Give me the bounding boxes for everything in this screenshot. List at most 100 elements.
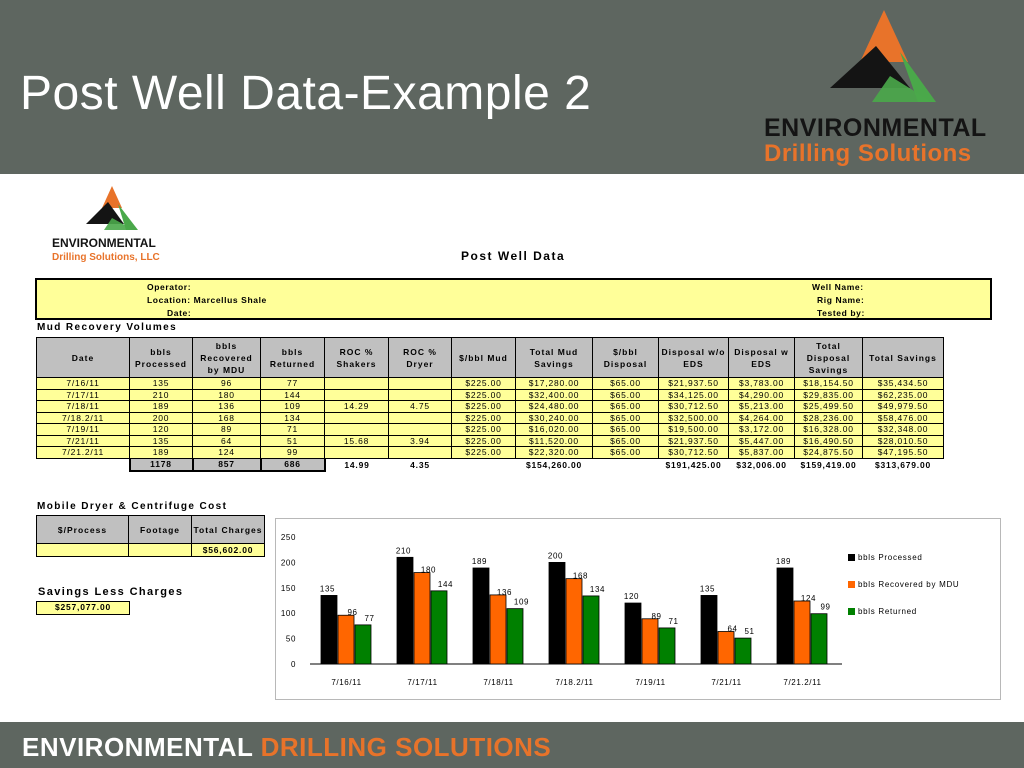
legend-label: bbls Returned [858, 607, 917, 616]
col-header: Disposal w/o EDS [658, 337, 729, 378]
bar-bbls-returned [810, 613, 828, 665]
data-label: 135 [700, 584, 715, 593]
table-cell [324, 377, 389, 390]
table-cell: $34,125.00 [658, 388, 729, 401]
table-cell: $25,499.50 [794, 400, 863, 413]
table-cell: $65.00 [592, 388, 659, 401]
table-cell [388, 377, 452, 390]
x-tick-label: 7/17/11 [407, 678, 437, 687]
table-cell: 180 [192, 388, 261, 401]
bar-bbls-returned [734, 637, 752, 665]
data-label: 144 [438, 580, 453, 589]
table-cell: $4,290.00 [728, 388, 795, 401]
table-cell: $225.00 [451, 400, 516, 413]
mud-recovery-section-title: Mud Recovery Volumes [37, 322, 178, 333]
table-cell: $35,434.50 [862, 377, 944, 390]
table-cell: $29,835.00 [794, 388, 863, 401]
table-cell: 4.75 [388, 400, 452, 413]
data-label: 134 [590, 585, 605, 594]
date-label: Date: [167, 308, 192, 318]
table-cell: $3,172.00 [728, 423, 795, 436]
slide-footer: ENVIRONMENTAL DRILLING SOLUTIONS [0, 722, 1024, 768]
data-label: 136 [497, 588, 512, 597]
total-cell [592, 458, 659, 471]
table-cell: $225.00 [451, 411, 516, 424]
totals-row: 1178 857 686 14.99 4.35 $154,260.00 $191,425.0… [36, 457, 944, 472]
footer-brand: ENVIRONMENTAL DRILLING SOLUTIONS [22, 732, 551, 763]
location-label: Location: Marcellus Shale [147, 295, 267, 305]
table-cell: $65.00 [592, 377, 659, 390]
table-header-row: Date bbls Processed bbls Recovered by MD… [36, 337, 944, 378]
table-cell [388, 446, 452, 459]
table-cell: 7/16/11 [36, 377, 130, 390]
table-row: 7/21.2/11 189 124 99 $225.00 $22,320.00 $65.00… [36, 446, 944, 459]
rig-name-label: Rig Name: [817, 295, 865, 305]
total-cell: 14.99 [324, 458, 389, 471]
bar-bbls-processed [472, 567, 490, 665]
legend-item: bbls Recovered by MDU [848, 578, 998, 605]
table-header-row: $/Process Footage Total Charges [36, 515, 265, 544]
table-cell: $65.00 [592, 446, 659, 459]
col-header: ROC % Shakers [324, 337, 389, 378]
table-cell: $65.00 [592, 434, 659, 447]
data-label: 71 [668, 617, 678, 626]
col-header: Date [36, 337, 130, 378]
table-cell: 135 [129, 434, 193, 447]
savings-less-charges-title: Savings Less Charges [38, 586, 184, 598]
table-cell: $32,348.00 [862, 423, 944, 436]
header-brand-line2: Drilling Solutions [764, 140, 972, 167]
bar-bbls-returned [658, 627, 676, 665]
x-tick-label: 7/18.2/11 [555, 678, 593, 687]
total-cell [451, 458, 516, 471]
data-label: 168 [573, 572, 588, 581]
table-cell: 7/17/11 [36, 388, 130, 401]
table-cell: 189 [129, 446, 193, 459]
table-row: 7/16/11 135 96 77 $225.00 $17,280.00 $65.00 $21… [36, 377, 944, 390]
bar-bbls-processed [396, 556, 414, 665]
table-cell: 168 [192, 411, 261, 424]
col-header: Footage [128, 515, 192, 544]
bar-bbls-recovered-by-mdu [413, 572, 431, 665]
table-cell: $30,712.50 [658, 446, 729, 459]
total-cell: $159,419.00 [794, 458, 863, 471]
data-label: 96 [347, 608, 357, 617]
total-cell: 1178 [128, 457, 194, 472]
col-header: Total Mud Savings [515, 337, 593, 378]
footer-brand-part2: DRILLING SOLUTIONS [260, 732, 552, 762]
total-cell: 686 [259, 457, 326, 472]
table-cell: $17,280.00 [515, 377, 593, 390]
well-info-block: Operator: Location: Marcellus Shale Date… [35, 278, 992, 320]
table-cell: 7/19/11 [36, 423, 130, 436]
legend-label: bbls Recovered by MDU [858, 580, 960, 589]
table-cell: 14.29 [324, 400, 389, 413]
y-tick-label: 0 [291, 660, 296, 669]
table-cell: 89 [192, 423, 261, 436]
bar-bbls-recovered-by-mdu [337, 614, 355, 665]
bbls-bar-chart: 250 200 150 100 50 0 135 96 77 7/16/11 210 180 144 7/… [275, 518, 1001, 700]
bar-bbls-processed [320, 595, 338, 665]
total-charges-value: $56,602.00 [191, 543, 265, 557]
table-cell: $30,712.50 [658, 400, 729, 413]
legend-item: bbls Returned [848, 605, 998, 632]
table-cell: 7/18.2/11 [36, 411, 130, 424]
table-cell [388, 423, 452, 436]
table-cell: $225.00 [451, 446, 516, 459]
total-cell: 4.35 [388, 458, 452, 471]
header-brand-line1: ENVIRONMENTAL [764, 114, 987, 142]
table-cell: $3,783.00 [728, 377, 795, 390]
bar-bbls-recovered-by-mdu [489, 594, 507, 665]
table-cell: $22,320.00 [515, 446, 593, 459]
table-cell: $225.00 [451, 423, 516, 436]
table-row: 7/17/11 210 180 144 $225.00 $32,400.00 $65.00 $… [36, 388, 944, 401]
table-cell: $16,020.00 [515, 423, 593, 436]
table-cell: $65.00 [592, 411, 659, 424]
table-cell: $5,837.00 [728, 446, 795, 459]
logo-mark-icon [830, 10, 936, 102]
table-cell: $11,520.00 [515, 434, 593, 447]
bar-bbls-processed [624, 602, 642, 665]
col-header: bbls Returned [260, 337, 325, 378]
table-cell: 15.68 [324, 434, 389, 447]
bar-bbls-recovered-by-mdu [793, 600, 811, 665]
chart-legend: bbls Processed bbls Recovered by MDU bbls … [848, 551, 998, 632]
